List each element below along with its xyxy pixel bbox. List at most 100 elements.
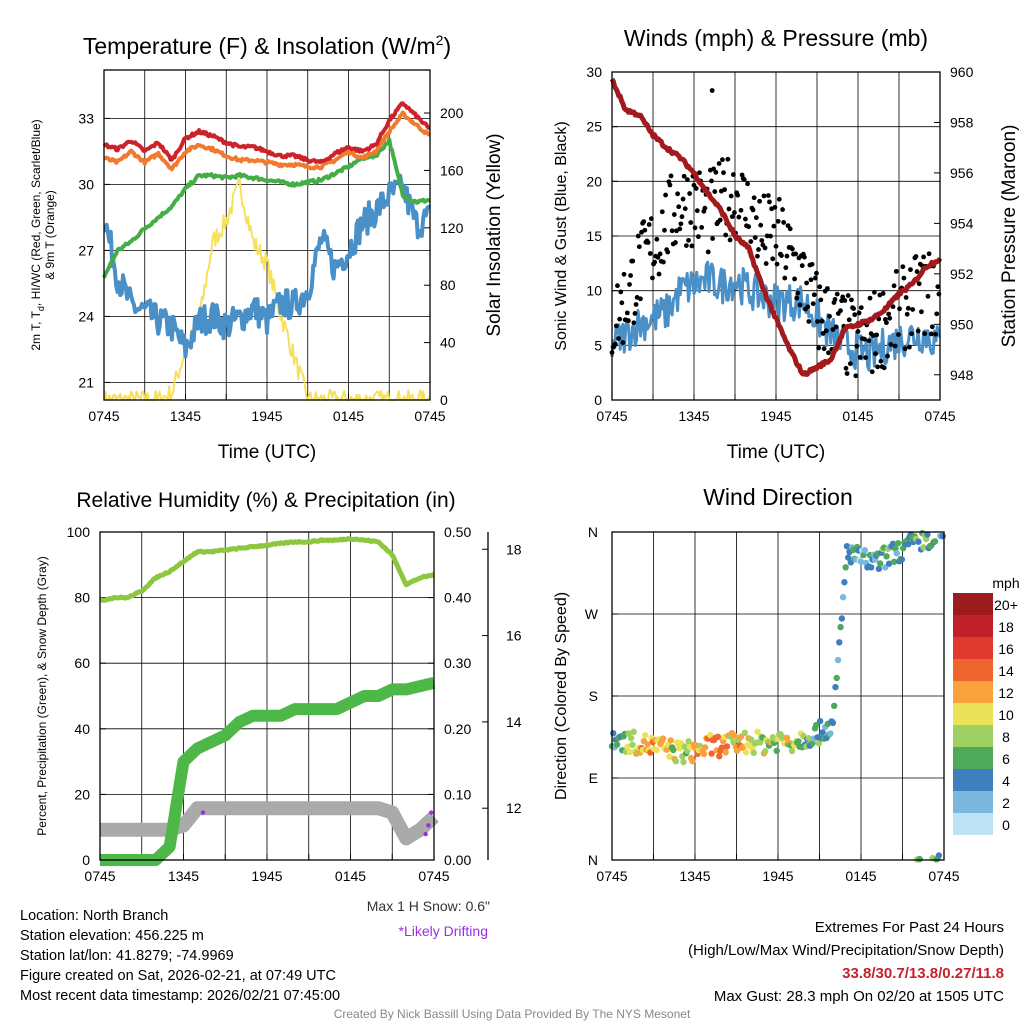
gust-point — [631, 320, 637, 326]
gust-point — [926, 251, 932, 257]
gust-point — [620, 340, 626, 345]
wind-direction-point — [624, 743, 631, 751]
gust-point — [896, 332, 901, 337]
gust-point — [694, 208, 700, 214]
gust-point — [812, 275, 818, 281]
gust-point — [844, 371, 850, 376]
y2-tick-label: 0.20 — [444, 721, 471, 737]
wind-direction-point — [723, 743, 731, 750]
extremes-values: 33.8/30.7/13.8/0.27/11.8 — [842, 965, 1004, 982]
gust-point — [843, 365, 849, 371]
gust-point — [914, 269, 920, 274]
snow-tick-label: 18 — [506, 541, 522, 557]
x-tick-label: 1345 — [168, 868, 199, 884]
gust-point — [678, 221, 684, 227]
legend-label: 2 — [1002, 795, 1010, 811]
gust-point — [790, 246, 795, 252]
drifting-point — [200, 810, 206, 815]
gust-point — [858, 305, 864, 311]
gust-point — [902, 346, 908, 352]
gust-point — [772, 204, 778, 210]
gust-point — [632, 311, 638, 316]
wind-direction-point — [868, 564, 875, 571]
wind-direction-point — [830, 702, 838, 710]
legend-swatch — [953, 747, 993, 769]
winds-panel: 0745 1345 1945 0145 074505101520253094895095… — [553, 25, 1020, 463]
gust-point — [847, 361, 853, 367]
gust-point — [874, 332, 879, 338]
gust-point — [628, 273, 633, 278]
wind-direction-point — [805, 735, 812, 742]
y2-tick-label: 948 — [950, 367, 974, 383]
wind-direction-point — [672, 758, 680, 765]
gust-point — [657, 251, 663, 257]
y2-tick-label: 954 — [950, 215, 974, 231]
wind-direction-point — [889, 540, 897, 548]
gust-point — [638, 296, 643, 302]
y2-tick-label: 952 — [950, 266, 974, 282]
extremes-title: Extremes For Past 24 Hours — [814, 919, 1004, 936]
gust-point — [863, 355, 869, 361]
gust-point — [888, 342, 894, 347]
gust-point — [665, 249, 671, 255]
y2-tick-label: 160 — [440, 162, 464, 178]
drifting-label: *Likely Drifting — [399, 923, 488, 939]
gust-point — [935, 284, 941, 290]
gust-point — [892, 343, 898, 349]
gust-point — [627, 282, 632, 287]
legend-label: 0 — [1002, 817, 1010, 833]
y-tick-label: 15 — [586, 228, 602, 244]
x-tick-label: 1345 — [170, 408, 201, 424]
location-text: Location: North Branch — [20, 908, 169, 924]
wind-direction-point — [891, 558, 898, 565]
temperature-line — [102, 101, 431, 165]
y2-axis-label: Station Pressure (Maroon) — [999, 125, 1020, 348]
gust-point — [729, 214, 735, 220]
gust-point — [755, 253, 760, 259]
y2-tick-label: 0 — [440, 392, 448, 408]
station-info: Location: North Branch Station elevation… — [20, 906, 340, 1006]
gust-point — [809, 261, 815, 267]
gust-point — [881, 365, 887, 371]
y-axis-label: 2m T, Td, HI/WC (Red, Green, Scarlet/Blu… — [29, 119, 46, 350]
legend-swatch — [953, 769, 993, 791]
wind-direction-point — [894, 540, 902, 547]
wind-direction-point — [610, 730, 617, 737]
gust-point — [820, 331, 826, 336]
wind-direction-point — [829, 719, 837, 727]
gust-point — [686, 237, 691, 243]
gust-point — [795, 290, 801, 296]
gust-point — [716, 161, 722, 166]
y-tick-label: 30 — [78, 176, 94, 192]
x-tick-label: 0145 — [333, 408, 364, 424]
wind-direction-point — [627, 734, 635, 742]
gust-point — [697, 170, 702, 176]
wind-direction-point — [845, 554, 852, 561]
gust-point — [673, 240, 678, 245]
wind-direction-point — [685, 738, 692, 745]
max-gust-text: Max Gust: 28.3 mph On 02/20 at 1505 UTC — [713, 988, 1004, 1005]
snow-tick-label: 16 — [506, 628, 522, 644]
legend-label: 6 — [1002, 751, 1010, 767]
wind-direction-point — [815, 740, 823, 747]
gust-point — [745, 181, 750, 187]
x-tick-label: 1945 — [251, 868, 282, 884]
gust-point — [797, 302, 803, 308]
wind-direction-point — [756, 739, 764, 746]
latlon-text: Station lat/lon: 41.8279; -74.9969 — [20, 948, 234, 964]
gust-point — [692, 225, 698, 231]
wind-direction-point — [920, 544, 927, 551]
x-tick-label: 1945 — [762, 868, 793, 884]
legend-swatch — [953, 813, 993, 835]
legend-swatch — [953, 681, 993, 703]
gust-point — [893, 268, 899, 274]
gust-point — [773, 243, 779, 249]
wind-direction-point — [613, 741, 621, 748]
gust-point — [849, 297, 854, 303]
gust-point — [846, 317, 852, 323]
wind-direction-point — [842, 564, 849, 571]
gust-point — [621, 271, 627, 277]
gust-point — [699, 225, 705, 230]
gust-point — [856, 310, 862, 316]
